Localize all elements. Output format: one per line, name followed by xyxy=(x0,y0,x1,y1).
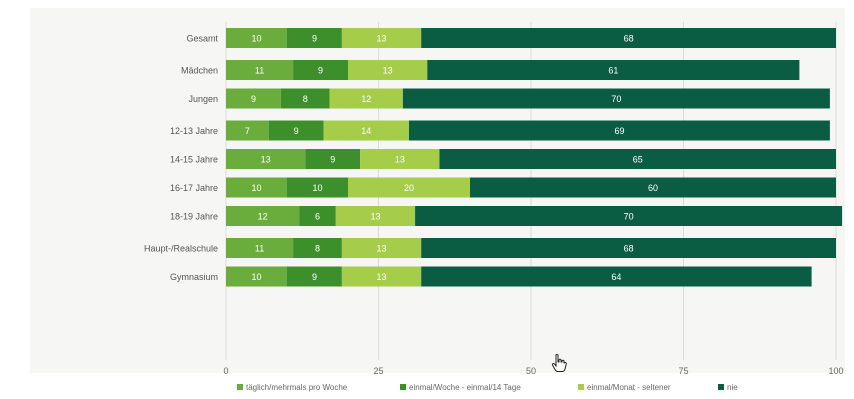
bar-segment xyxy=(226,206,300,226)
data-label: 13 xyxy=(377,34,387,44)
data-label: 12 xyxy=(361,94,371,104)
data-label: 12 xyxy=(258,212,268,222)
bar-segment xyxy=(335,206,416,226)
x-tick-label: 50 xyxy=(526,366,536,376)
legend-label: einmal/Woche - einmal/14 Tage xyxy=(409,383,521,392)
data-label: 69 xyxy=(614,126,624,136)
bar-segment xyxy=(348,60,428,80)
bar-segment xyxy=(226,177,287,198)
category-label: Gesamt xyxy=(186,34,218,44)
bar-segment xyxy=(348,177,470,198)
bar-segment xyxy=(280,88,330,109)
data-label: 9 xyxy=(330,155,335,165)
bar-segment xyxy=(287,177,348,198)
data-label: 10 xyxy=(312,183,322,193)
category-label: 12-13 Jahre xyxy=(170,126,218,136)
bar-segment xyxy=(360,149,440,169)
data-label: 7 xyxy=(245,126,250,136)
category-label: Jungen xyxy=(188,94,218,104)
bar-segment xyxy=(323,120,409,141)
bar-segment xyxy=(226,60,294,80)
bar-segment xyxy=(293,238,342,258)
data-label: 70 xyxy=(611,94,621,104)
bar-segment xyxy=(293,60,348,80)
legend-swatch xyxy=(718,384,724,390)
bar-segment xyxy=(409,120,830,141)
bar-segment xyxy=(329,88,403,109)
bar-segment xyxy=(341,28,422,48)
bar-segment xyxy=(415,206,843,226)
bar-segment xyxy=(402,88,830,109)
bar-segment xyxy=(287,266,342,287)
data-label: 13 xyxy=(261,155,271,165)
data-label: 65 xyxy=(633,155,643,165)
bar-segment xyxy=(421,28,836,48)
data-label: 9 xyxy=(318,66,323,76)
data-label: 9 xyxy=(312,272,317,282)
category-label: 18-19 Jahre xyxy=(170,212,218,222)
bar-segment xyxy=(268,120,324,141)
legend-label: nie xyxy=(727,383,738,392)
data-label: 8 xyxy=(303,94,308,104)
x-tick-label: 0 xyxy=(223,366,228,376)
bar-segment xyxy=(305,149,361,169)
bar-segment xyxy=(470,177,836,198)
bar-segment xyxy=(226,88,281,109)
legend-swatch xyxy=(237,384,243,390)
legend-label: täglich/mehrmals pro Woche xyxy=(246,383,348,392)
bar-segment xyxy=(427,60,800,80)
hand-pointer-icon xyxy=(551,353,567,372)
x-tick-label: 100 xyxy=(828,366,843,376)
bar-segment xyxy=(421,238,836,258)
bar-segment xyxy=(226,28,287,48)
data-label: 13 xyxy=(377,272,387,282)
bar-segment xyxy=(226,238,294,258)
data-label: 64 xyxy=(611,272,621,282)
data-label: 9 xyxy=(251,94,256,104)
data-label: 11 xyxy=(255,66,264,76)
data-label: 68 xyxy=(624,244,634,254)
bar-segment xyxy=(439,149,836,169)
bar-segment xyxy=(341,266,422,287)
bar-segment xyxy=(299,206,336,226)
data-label: 10 xyxy=(251,34,261,44)
legend-swatch xyxy=(400,384,406,390)
category-label: 14-15 Jahre xyxy=(170,155,218,165)
bar-segment xyxy=(341,238,422,258)
data-label: 68 xyxy=(624,34,634,44)
data-label: 10 xyxy=(251,183,261,193)
legend-swatch xyxy=(578,384,584,390)
data-label: 10 xyxy=(251,272,261,282)
data-label: 61 xyxy=(608,66,618,76)
data-label: 20 xyxy=(404,183,414,193)
data-label: 9 xyxy=(312,34,317,44)
bar-segment xyxy=(287,28,342,48)
bar-segment xyxy=(226,149,306,169)
category-label: 16-17 Jahre xyxy=(170,183,218,193)
data-label: 70 xyxy=(624,212,634,222)
data-label: 13 xyxy=(395,155,405,165)
data-label: 13 xyxy=(377,244,387,254)
bar-segment xyxy=(226,120,269,141)
bar-segment xyxy=(421,266,812,287)
category-label: Haupt-/Realschule xyxy=(144,244,218,254)
x-tick-label: 75 xyxy=(678,366,688,376)
category-label: Mädchen xyxy=(181,66,218,76)
data-label: 13 xyxy=(370,212,380,222)
data-label: 11 xyxy=(255,244,264,254)
data-label: 13 xyxy=(383,66,393,76)
data-label: 14 xyxy=(361,126,371,136)
data-label: 9 xyxy=(294,126,299,136)
data-label: 8 xyxy=(315,244,320,254)
data-label: 6 xyxy=(315,212,320,222)
category-label: Gymnasium xyxy=(170,272,218,282)
x-tick-label: 25 xyxy=(373,366,383,376)
bar-segment xyxy=(226,266,287,287)
legend-label: einmal/Monat - seltener xyxy=(587,383,671,392)
data-label: 60 xyxy=(648,183,658,193)
